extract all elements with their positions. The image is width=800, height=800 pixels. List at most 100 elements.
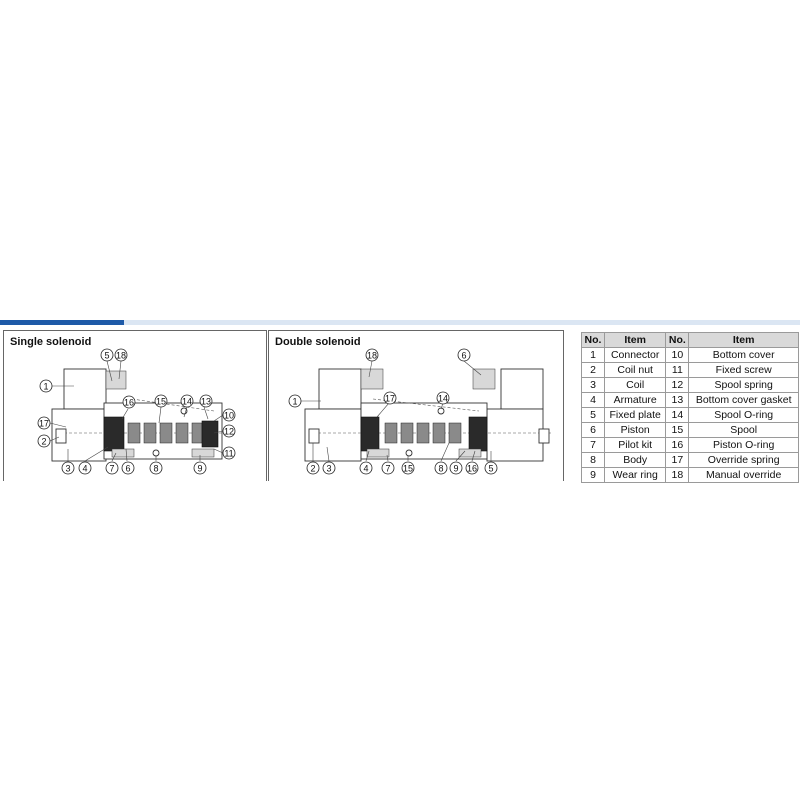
svg-text:11: 11 bbox=[224, 449, 233, 459]
header-no: No. bbox=[581, 332, 605, 348]
part-item: Fixed screw bbox=[688, 362, 799, 378]
callout-9: 9 bbox=[449, 461, 463, 475]
header-accent bbox=[0, 320, 124, 325]
svg-text:17: 17 bbox=[385, 394, 395, 404]
callout-15: 15 bbox=[154, 394, 168, 408]
part-item: Connector bbox=[603, 347, 667, 363]
table-row: 1 Connector 10 Bottom cover bbox=[581, 347, 799, 363]
part-item: Piston bbox=[603, 422, 667, 438]
part-no: 17 bbox=[665, 452, 690, 468]
header-bar bbox=[0, 320, 800, 325]
callout-15: 15 bbox=[401, 461, 415, 475]
part-no: 6 bbox=[581, 422, 605, 438]
part-no: 2 bbox=[581, 362, 605, 378]
parts-table-header: No. Item No. Item bbox=[581, 332, 799, 348]
part-item: Piston O-ring bbox=[688, 437, 799, 453]
callout-17: 17 bbox=[383, 391, 397, 405]
svg-text:9: 9 bbox=[453, 464, 458, 474]
part-item: Override spring bbox=[688, 452, 799, 468]
callout-18: 18 bbox=[114, 348, 128, 362]
svg-text:13: 13 bbox=[201, 397, 211, 407]
callout-12: 12 bbox=[222, 424, 236, 438]
part-item: Bottom cover gasket bbox=[688, 392, 799, 408]
right-coil-housing bbox=[500, 368, 544, 410]
svg-text:3: 3 bbox=[65, 464, 70, 474]
header-no: No. bbox=[665, 332, 690, 348]
callout-9: 9 bbox=[193, 461, 207, 475]
svg-text:14: 14 bbox=[182, 397, 192, 407]
callout-7: 7 bbox=[381, 461, 395, 475]
callout-8: 8 bbox=[434, 461, 448, 475]
svg-text:8: 8 bbox=[153, 464, 158, 474]
right-manual-override bbox=[472, 368, 496, 390]
part-item: Coil nut bbox=[603, 362, 667, 378]
part-no: 7 bbox=[581, 437, 605, 453]
part-item: Pilot kit bbox=[603, 437, 667, 453]
double-solenoid-panel: Double solenoid bbox=[268, 330, 564, 481]
svg-text:7: 7 bbox=[385, 464, 390, 474]
svg-text:2: 2 bbox=[41, 437, 46, 447]
part-no: 12 bbox=[665, 377, 690, 393]
coil-housing bbox=[63, 368, 107, 410]
svg-text:15: 15 bbox=[403, 464, 413, 474]
right-coil bbox=[486, 408, 544, 462]
svg-text:16: 16 bbox=[124, 398, 134, 408]
left-coil-housing bbox=[318, 368, 362, 410]
svg-text:9: 9 bbox=[197, 464, 202, 474]
callout-14: 14 bbox=[436, 391, 450, 405]
callout-6: 6 bbox=[457, 348, 471, 362]
part-item: Spool spring bbox=[688, 377, 799, 393]
svg-text:3: 3 bbox=[326, 464, 331, 474]
part-item: Wear ring bbox=[603, 467, 667, 483]
double-solenoid-diagram: 18 6 1 17 14 2 3 4 7 15 8 9 16 5 bbox=[288, 348, 551, 475]
callout-13: 13 bbox=[199, 394, 213, 408]
callout-16: 16 bbox=[465, 461, 479, 475]
callout-3: 3 bbox=[61, 461, 75, 475]
callout-2: 2 bbox=[37, 434, 51, 448]
svg-text:2: 2 bbox=[310, 464, 315, 474]
svg-text:12: 12 bbox=[224, 427, 234, 437]
svg-text:18: 18 bbox=[116, 351, 126, 361]
part-no: 16 bbox=[665, 437, 690, 453]
part-no: 13 bbox=[665, 392, 690, 408]
callout-16: 16 bbox=[122, 395, 136, 409]
left-manual-override bbox=[360, 368, 384, 390]
single-solenoid-panel: Single solenoid bbox=[3, 330, 267, 481]
parts-table: No. Item No. Item 1 Connector 10 Bottom … bbox=[581, 332, 799, 483]
left-pilot-kit bbox=[360, 416, 380, 452]
callout-5: 5 bbox=[100, 348, 114, 362]
callout-8: 8 bbox=[149, 461, 163, 475]
svg-text:5: 5 bbox=[104, 351, 109, 361]
svg-text:17: 17 bbox=[39, 419, 49, 429]
part-no: 4 bbox=[581, 392, 605, 408]
svg-text:1: 1 bbox=[292, 397, 297, 407]
part-no: 9 bbox=[581, 467, 605, 483]
svg-text:15: 15 bbox=[156, 397, 166, 407]
part-item: Manual override bbox=[688, 467, 799, 483]
svg-text:8: 8 bbox=[438, 464, 443, 474]
part-item: Spool O-ring bbox=[688, 407, 799, 423]
table-row: 2 Coil nut 11 Fixed screw bbox=[581, 362, 799, 378]
part-no: 8 bbox=[581, 452, 605, 468]
callout-6: 6 bbox=[121, 461, 135, 475]
double-solenoid-title: Double solenoid bbox=[275, 336, 361, 348]
callout-18: 18 bbox=[365, 348, 379, 362]
manual-override bbox=[105, 370, 127, 390]
svg-text:16: 16 bbox=[467, 464, 477, 474]
svg-text:4: 4 bbox=[363, 464, 368, 474]
part-no: 18 bbox=[665, 467, 690, 483]
table-row: 4 Armature 13 Bottom cover gasket bbox=[581, 392, 799, 408]
part-no: 15 bbox=[665, 422, 690, 438]
table-row: 3 Coil 12 Spool spring bbox=[581, 377, 799, 393]
part-no: 1 bbox=[581, 347, 605, 363]
callout-10: 10 bbox=[222, 408, 236, 422]
part-item: Coil bbox=[603, 377, 667, 393]
callout-3: 3 bbox=[322, 461, 336, 475]
part-no: 11 bbox=[665, 362, 690, 378]
part-no: 14 bbox=[665, 407, 690, 423]
table-row: 5 Fixed plate 14 Spool O-ring bbox=[581, 407, 799, 423]
part-item: Armature bbox=[603, 392, 667, 408]
callout-1: 1 bbox=[288, 394, 302, 408]
spool-spring bbox=[201, 420, 219, 448]
part-item: Bottom cover bbox=[688, 347, 799, 363]
